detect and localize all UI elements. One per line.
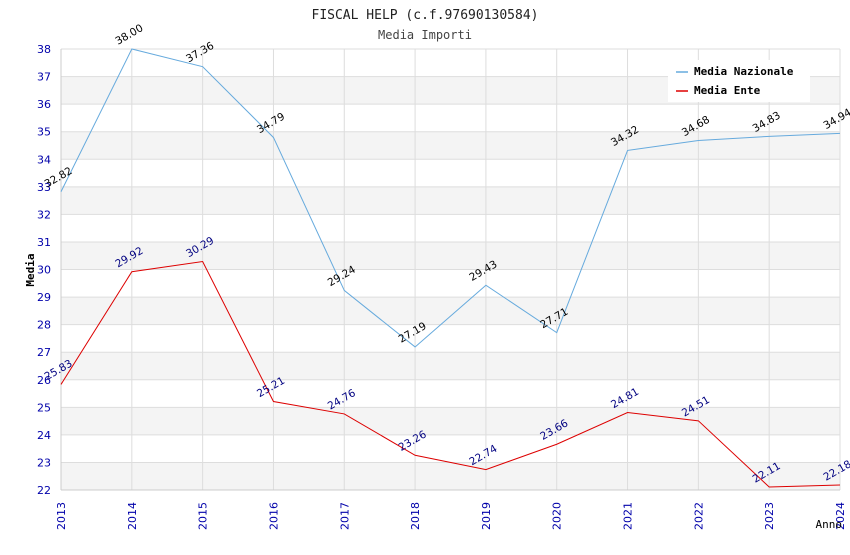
grid-band	[61, 435, 840, 463]
y-axis-title: Media	[24, 253, 37, 286]
y-tick-label: 25	[37, 401, 51, 414]
chart-title: FISCAL HELP (c.f.97690130584)	[312, 8, 539, 23]
x-tick-label: 2015	[197, 502, 210, 530]
x-tick-label: 2019	[480, 502, 493, 530]
grid-band	[61, 462, 840, 490]
y-tick-label: 22	[37, 484, 51, 497]
grid-band	[61, 132, 840, 160]
legend-label-media-nazionale: Media Nazionale	[694, 65, 794, 78]
x-tick-label: 2013	[55, 502, 68, 530]
x-tick-label: 2017	[338, 502, 351, 530]
y-tick-label: 30	[37, 264, 51, 277]
grid-band	[61, 325, 840, 353]
y-tick-label: 24	[37, 429, 51, 442]
x-tick-label: 2022	[692, 502, 705, 530]
grid-band	[61, 270, 840, 298]
x-tick-label: 2020	[551, 502, 564, 530]
x-tick-label: 2023	[763, 502, 776, 530]
x-tick-label: 2021	[622, 502, 635, 530]
grid-band	[61, 187, 840, 215]
y-tick-label: 23	[37, 456, 51, 469]
grid-band	[61, 159, 840, 187]
y-tick-label: 28	[37, 319, 51, 332]
y-tick-label: 38	[37, 43, 51, 56]
y-tick-label: 34	[37, 153, 51, 166]
x-tick-label: 2018	[409, 502, 422, 530]
grid-band	[61, 407, 840, 435]
x-tick-label: 2016	[267, 502, 280, 530]
y-tick-label: 36	[37, 98, 51, 111]
chart-subtitle: Media Importi	[378, 28, 472, 42]
grid	[61, 49, 840, 490]
grid-band	[61, 297, 840, 325]
x-tick-label: 2014	[126, 502, 139, 530]
y-tick-label: 27	[37, 346, 51, 359]
y-tick-label: 37	[37, 71, 51, 84]
grid-band	[61, 352, 840, 380]
data-label-media-nazionale: 38.00	[113, 22, 145, 47]
legend-label-media-ente: Media Ente	[694, 84, 761, 97]
grid-band	[61, 104, 840, 132]
y-tick-label: 35	[37, 126, 51, 139]
y-tick-label: 31	[37, 236, 51, 249]
y-tick-label: 29	[37, 291, 51, 304]
x-axis-title: Anno	[816, 518, 843, 531]
legend: Media Nazionale Media Ente	[668, 60, 810, 102]
grid-band	[61, 214, 840, 242]
grid-band	[61, 380, 840, 408]
y-tick-label: 32	[37, 208, 51, 221]
